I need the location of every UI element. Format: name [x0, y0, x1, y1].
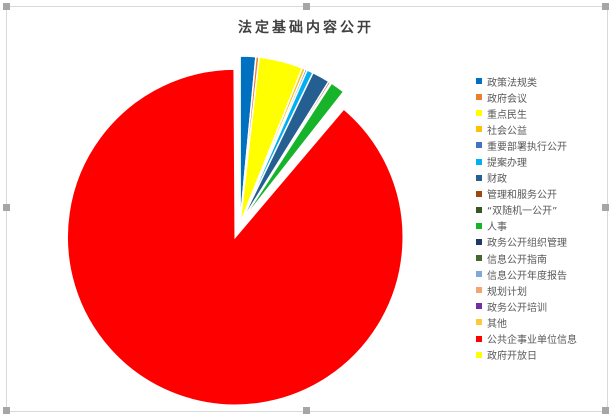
resize-handle[interactable] — [3, 204, 10, 211]
legend-label: 社会公益 — [487, 125, 527, 137]
legend-item: “双随机一公开” — [476, 202, 577, 218]
legend-swatch — [476, 222, 482, 229]
legend-swatch — [476, 158, 482, 165]
legend-label: 人事 — [487, 222, 507, 234]
legend-label: 规划计划 — [487, 286, 527, 298]
legend-label: 信息公开指南 — [487, 254, 547, 266]
legend-label: 提案办理 — [487, 158, 527, 170]
legend-item: 政府会议 — [476, 89, 577, 105]
legend-item: 政府开放日 — [476, 347, 577, 363]
legend-swatch — [476, 190, 482, 197]
legend-label: 管理和服务公开 — [487, 190, 557, 202]
legend-item: 信息公开指南 — [476, 250, 577, 266]
legend-swatch — [476, 206, 482, 213]
legend-swatch — [476, 142, 482, 149]
legend-item: 人事 — [476, 218, 577, 234]
legend-item: 财政 — [476, 170, 577, 186]
resize-handle[interactable] — [602, 204, 609, 211]
legend-swatch — [476, 255, 482, 262]
legend-item: 政务公开组织管理 — [476, 234, 577, 250]
legend-swatch — [476, 319, 482, 326]
legend-swatch — [476, 110, 482, 117]
resize-handle[interactable] — [303, 3, 310, 10]
legend-swatch — [476, 303, 482, 310]
legend-swatch — [476, 78, 482, 85]
legend-item: 重要部署执行公开 — [476, 137, 577, 153]
legend-label: “双随机一公开” — [487, 206, 558, 218]
pie-slice[interactable] — [66, 68, 404, 406]
resize-handle[interactable] — [303, 407, 310, 414]
legend-swatch — [476, 271, 482, 278]
legend-label: 政务公开培训 — [487, 302, 547, 314]
legend-swatch — [476, 238, 482, 245]
resize-handle[interactable] — [602, 407, 609, 414]
chart-title: 法定基础内容公开 — [238, 20, 374, 36]
legend-label: 重要部署执行公开 — [487, 141, 567, 153]
resize-handle[interactable] — [602, 3, 609, 10]
legend-item: 规划计划 — [476, 282, 577, 298]
legend-label: 重点民生 — [487, 109, 527, 121]
legend-item: 信息公开年度报告 — [476, 266, 577, 282]
legend-item: 提案办理 — [476, 153, 577, 169]
legend-label: 其他 — [487, 318, 507, 330]
legend-item: 公共企事业单位信息 — [476, 331, 577, 347]
legend-label: 财政 — [487, 174, 507, 186]
legend-swatch — [476, 351, 482, 358]
legend-label: 政府开放日 — [487, 351, 537, 363]
resize-handle[interactable] — [3, 3, 10, 10]
legend-item: 其他 — [476, 314, 577, 330]
legend-item: 管理和服务公开 — [476, 186, 577, 202]
legend-label: 政府会议 — [487, 93, 527, 105]
legend: 政策法规类政府会议重点民生社会公益重要部署执行公开 提案办理财政管理和服务公开 “双… — [476, 73, 577, 363]
legend-label: 公共企事业单位信息 — [487, 335, 577, 347]
legend-swatch — [476, 174, 482, 181]
legend-item: 社会公益 — [476, 121, 577, 137]
legend-swatch — [476, 335, 482, 342]
legend-label: 政务公开组织管理 — [487, 238, 567, 250]
legend-item: 政务公开培训 — [476, 298, 577, 314]
legend-swatch — [476, 126, 482, 133]
legend-label: 信息公开年度报告 — [487, 270, 567, 282]
legend-item: 政策法规类 — [476, 73, 577, 89]
legend-item: 重点民生 — [476, 105, 577, 121]
pie-slice[interactable] — [238, 55, 241, 225]
pie-slice[interactable] — [239, 94, 350, 225]
legend-swatch — [476, 94, 482, 101]
legend-swatch — [476, 287, 482, 294]
resize-handle[interactable] — [3, 407, 10, 414]
legend-label: 政策法规类 — [487, 77, 537, 89]
